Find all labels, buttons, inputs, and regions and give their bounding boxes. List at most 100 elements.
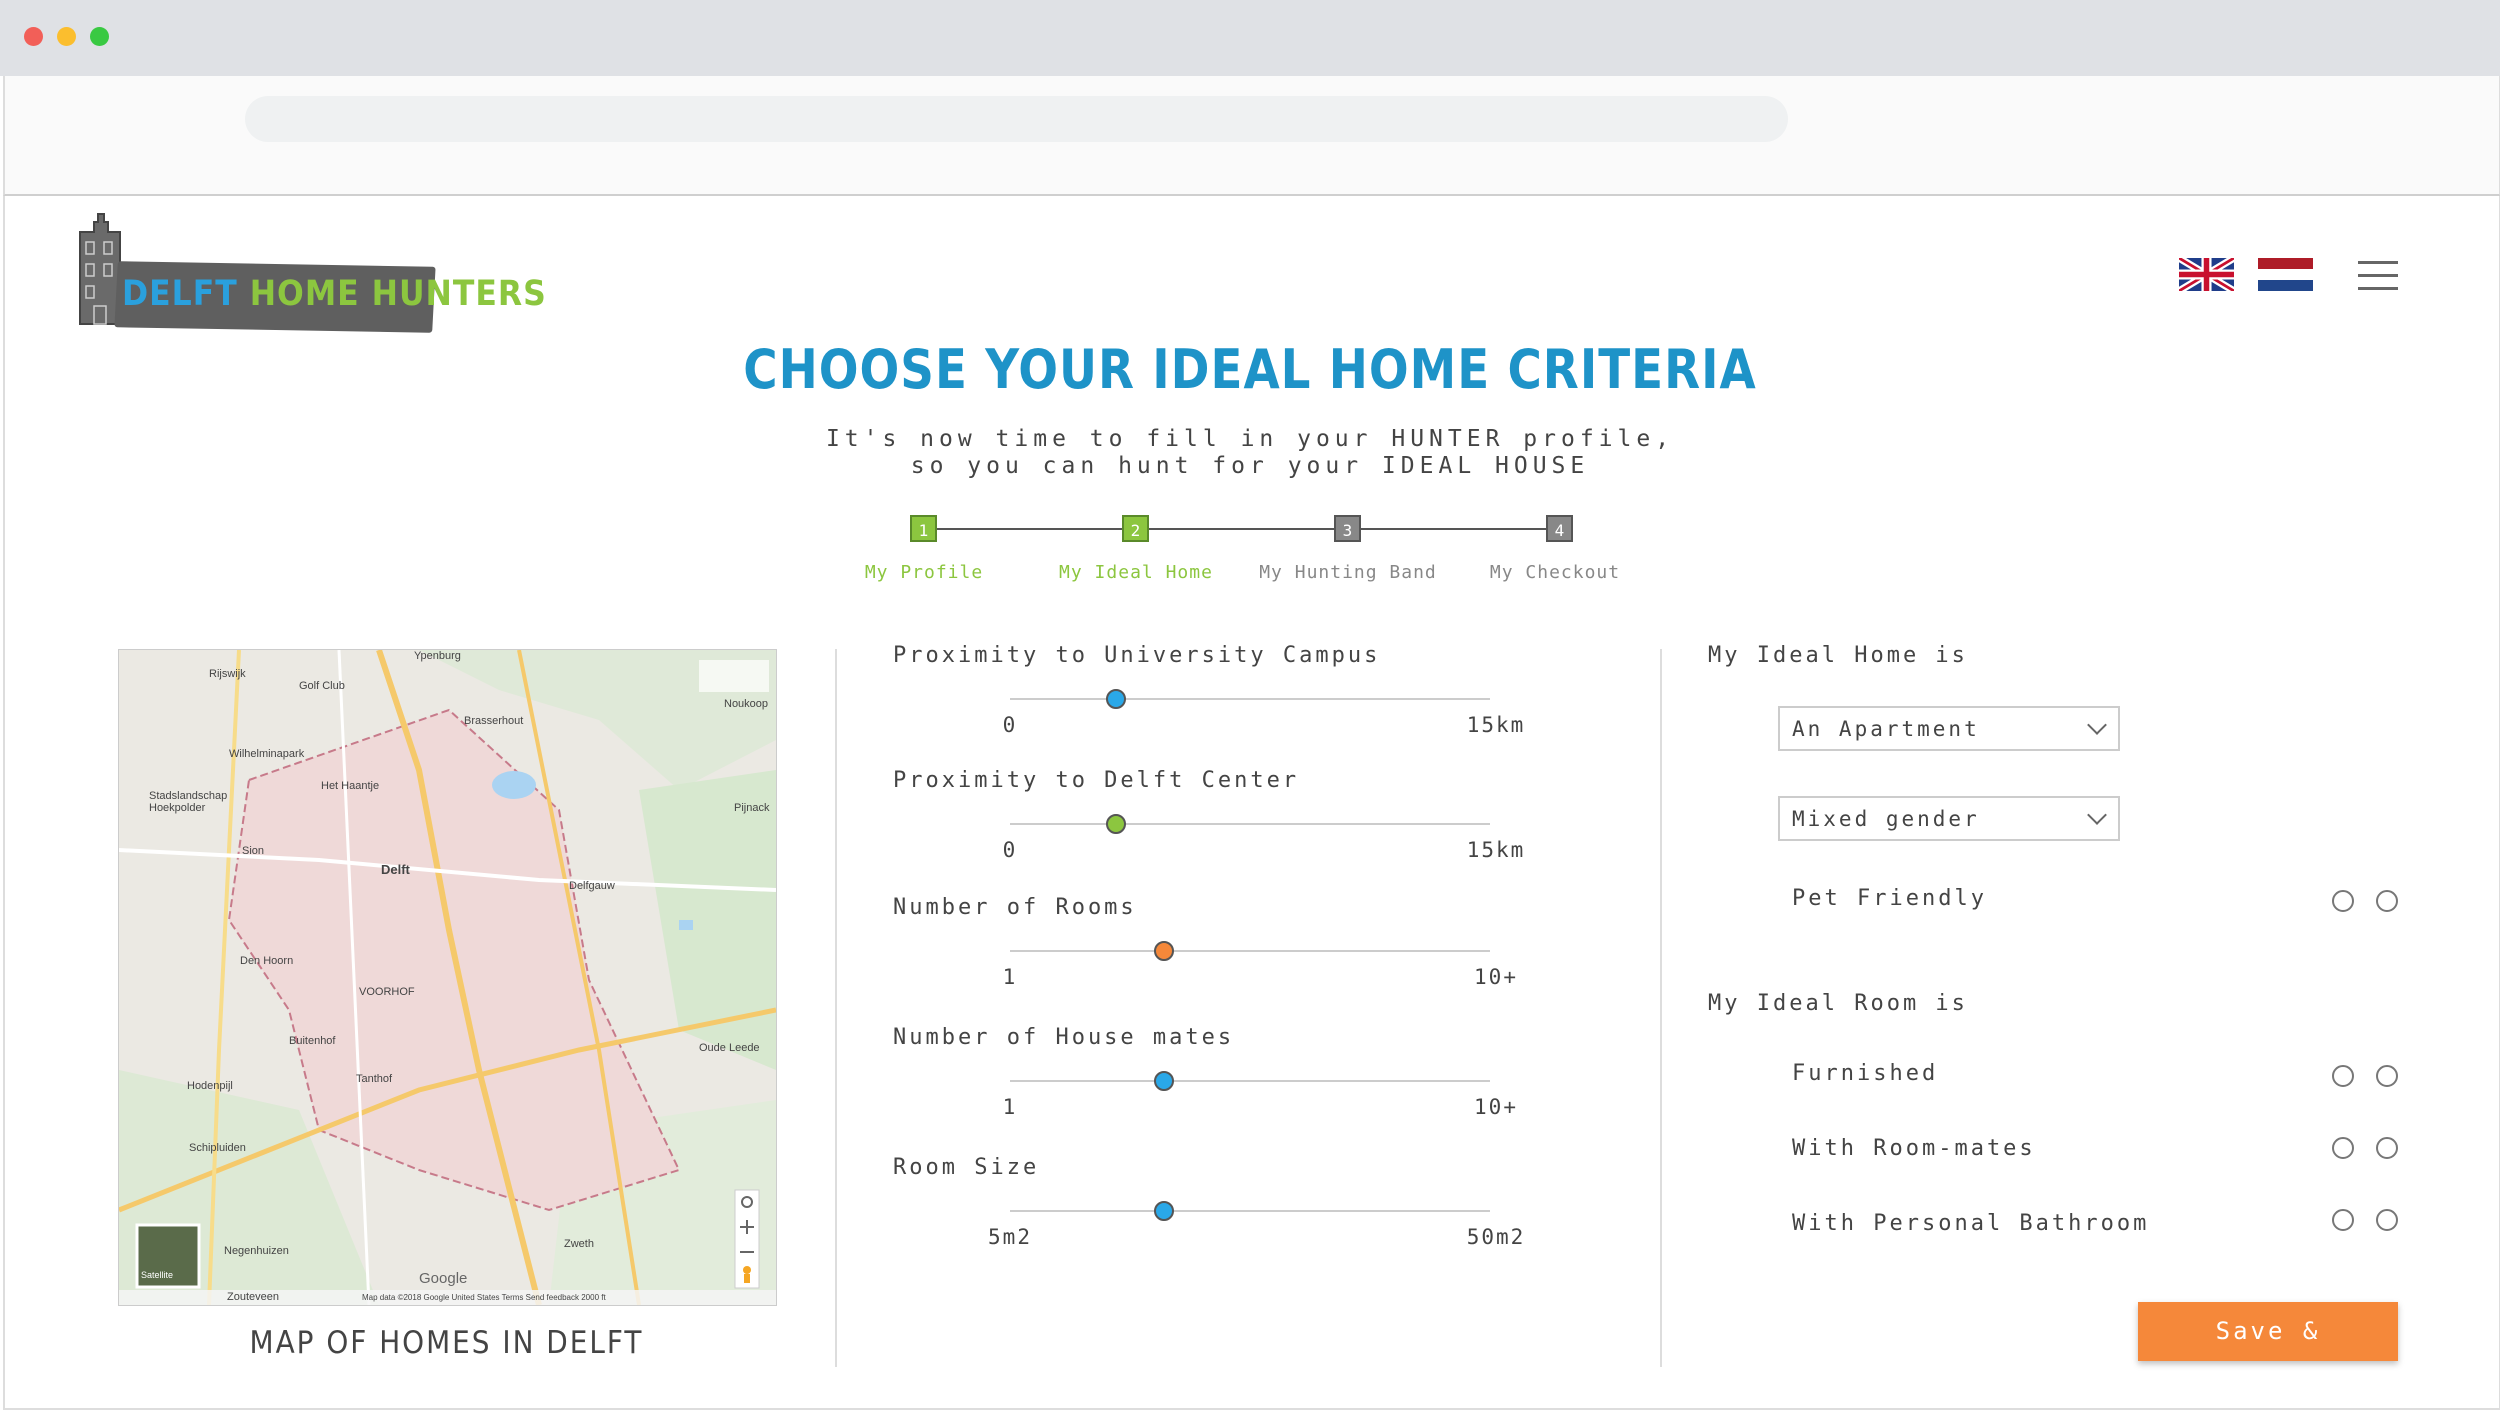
slider-track[interactable] (1010, 950, 1490, 952)
map-label-ypenburg: Ypenburg (414, 650, 461, 662)
right-divider (1660, 649, 1662, 1367)
personal-bathroom-yes-radio[interactable] (2332, 1209, 2354, 1231)
maximize-window-dot[interactable] (90, 27, 109, 46)
map-label-golf-club: Golf Club (299, 680, 345, 692)
furnished-no-radio[interactable] (2376, 1065, 2398, 1087)
slider-track[interactable] (1010, 1210, 1490, 1212)
slider-thumb[interactable] (1105, 814, 1126, 834)
browser-titlebar (0, 0, 2500, 76)
map-label-hodenpijl: Hodenpijl (187, 1080, 233, 1092)
step-4-box[interactable]: 4 (1546, 515, 1573, 542)
slider-max-label: 10+ (1474, 1095, 1518, 1119)
room-mates-yes-radio[interactable] (2332, 1137, 2354, 1159)
home-type-select[interactable]: An Apartment (1778, 706, 2120, 751)
slider-track[interactable] (1010, 1080, 1490, 1082)
slider-min-label: 0 (1002, 713, 1018, 737)
chevron-down-icon (2087, 715, 2107, 735)
map-label-pijnacker: Pijnack (734, 802, 770, 814)
furnished-label: Furnished (1792, 1061, 1939, 1086)
map-label-noukoop: Noukoop (724, 698, 769, 710)
map-label-stadslandschap: Stadslandschap Hoekpolder (149, 790, 228, 814)
home-type-value: An Apartment (1792, 717, 1980, 741)
map-label-wilhelminapark: Wilhelminapark (229, 748, 305, 760)
chevron-down-icon (2087, 805, 2107, 825)
map-label-sion: Sion (242, 845, 265, 857)
page-title: CHOOSE YOUR IDEAL HOME CRITERIA (743, 338, 1757, 402)
step-1-label[interactable]: My Profile (864, 562, 984, 583)
slider-max-label: 15km (1466, 838, 1526, 862)
map-of-homes[interactable]: Rijswijk Ypenburg Noukoop Golf Club Wilh… (118, 649, 777, 1306)
room-mates-no-radio[interactable] (2376, 1137, 2398, 1159)
map-label-negenhuizen: Negenhuizen (224, 1245, 289, 1257)
step-2-box[interactable]: 2 (1122, 515, 1149, 542)
map-label-voorhof: VOORHOF (359, 986, 415, 998)
slider-label: Number of House mates (893, 1025, 1235, 1050)
map-label-tanthof: Tanthof (356, 1073, 393, 1085)
slider-thumb[interactable] (1153, 941, 1174, 961)
map-graphic (119, 650, 776, 1305)
step-2-label[interactable]: My Ideal Home (1059, 562, 1213, 583)
slider-label: Room Size (893, 1155, 1040, 1180)
slider-min-label: 1 (1002, 965, 1018, 989)
map-satellite-button[interactable]: Satellite (141, 1270, 174, 1280)
pet-friendly-no-radio[interactable] (2376, 890, 2398, 912)
google-logo: Google (419, 1270, 468, 1287)
room-mates-label: With Room-mates (1792, 1136, 2036, 1161)
slider-min-label: 0 (1002, 838, 1018, 862)
slider-track[interactable] (1010, 698, 1490, 700)
subtitle-line-1: It's now time to fill in your HUNTER pro… (825, 426, 1675, 452)
slider-max-label: 50m2 (1466, 1225, 1526, 1249)
pet-friendly-yes-radio[interactable] (2332, 890, 2354, 912)
logo[interactable]: DELFT HOME HUNTERS (76, 212, 546, 337)
gender-value: Mixed gender (1792, 807, 1980, 831)
uk-flag-icon[interactable] (2179, 258, 2234, 291)
map-label-delft: Delft (381, 862, 410, 877)
step-4-label[interactable]: My Checkout (1489, 562, 1621, 583)
minimize-window-dot[interactable] (57, 27, 76, 46)
stepper-line (925, 528, 1565, 530)
personal-bathroom-no-radio[interactable] (2376, 1209, 2398, 1231)
page-subtitle: It's now time to fill in your HUNTER pro… (0, 426, 2500, 480)
map-label-schipluiden: Schipluiden (189, 1142, 246, 1154)
map-label-brasserhout: Brasserhout (464, 715, 524, 727)
netherlands-flag-icon[interactable] (2258, 258, 2313, 291)
step-3-box[interactable]: 3 (1334, 515, 1361, 542)
map-label-rijswijk: Rijswijk (209, 668, 246, 680)
pet-friendly-label: Pet Friendly (1792, 886, 1987, 911)
slider-label: Proximity to University Campus (893, 643, 1381, 668)
furnished-yes-radio[interactable] (2332, 1065, 2354, 1087)
slider-min-label: 1 (1002, 1095, 1018, 1119)
slider-thumb[interactable] (1153, 1071, 1174, 1091)
slider-thumb[interactable] (1153, 1201, 1174, 1221)
map-label-zouteveen: Zouteveen (227, 1291, 279, 1303)
map-label-zweth: Zweth (564, 1238, 594, 1250)
logo-text-home-hunters: HOME HUNTERS (249, 274, 547, 314)
map-label-oude-leede: Oude Leede (699, 1042, 760, 1054)
map-zoom-controls-icon[interactable] (735, 1190, 759, 1288)
subtitle-line-2: so you can hunt for your IDEAL HOUSE (910, 453, 1590, 479)
address-bar[interactable] (245, 96, 1788, 142)
map-label-delfgauw: Delfgauw (569, 880, 615, 892)
slider-max-label: 10+ (1474, 965, 1518, 989)
slider-track[interactable] (1010, 823, 1490, 825)
close-window-dot[interactable] (24, 27, 43, 46)
map-label-den-hoorn: Den Hoorn (240, 955, 294, 967)
ideal-room-title: My Ideal Room is (1708, 991, 1968, 1016)
house-logo-icon (79, 213, 121, 325)
left-divider (835, 649, 837, 1367)
ideal-home-title: My Ideal Home is (1708, 643, 1968, 668)
step-1-box[interactable]: 1 (910, 515, 937, 542)
slider-label: Proximity to Delft Center (893, 768, 1300, 793)
personal-bathroom-label: With Personal Bathroom (1792, 1211, 2150, 1236)
gender-select[interactable]: Mixed gender (1778, 796, 2120, 841)
hamburger-menu-icon[interactable] (2358, 261, 2398, 291)
save-and-continue-button[interactable]: Save & Continue (2138, 1302, 2398, 1404)
slider-max-label: 15km (1466, 713, 1526, 737)
map-label-het-haantje: Het Haantje (321, 780, 380, 792)
slider-thumb[interactable] (1105, 689, 1126, 709)
map-footer: Map data ©2018 Google United States Term… (362, 1293, 606, 1302)
slider-min-label: 5m2 (988, 1225, 1032, 1249)
step-3-label[interactable]: My Hunting Band (1259, 562, 1437, 583)
logo-text: DELFT HOME HUNTERS (122, 274, 547, 314)
slider-label: Number of Rooms (893, 895, 1137, 920)
